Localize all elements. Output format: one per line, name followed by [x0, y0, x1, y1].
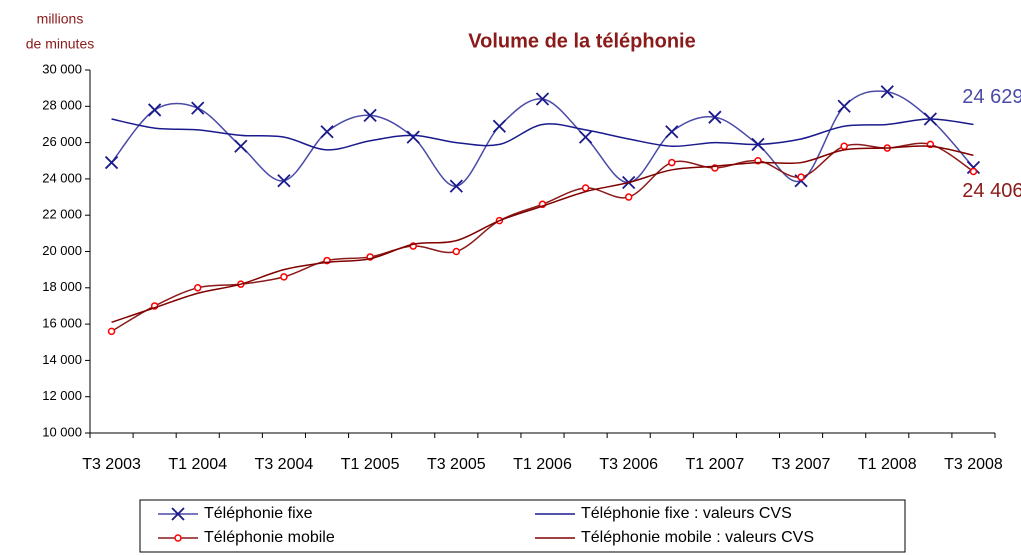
marker: [492, 119, 507, 133]
legend-label: Téléphonie mobile: [204, 529, 335, 546]
y-tick-label: 28 000: [42, 98, 82, 113]
marker: [280, 273, 288, 281]
y-tick-label: 12 000: [42, 388, 82, 403]
marker: [708, 110, 722, 124]
x-tick-label: T1 2006: [513, 456, 572, 473]
y-tick-label: 18 000: [42, 279, 82, 294]
marker: [320, 125, 334, 139]
x-tick-label: T3 2006: [599, 456, 658, 473]
marker: [449, 179, 463, 193]
y-axis-label: millions: [37, 11, 84, 27]
chart-title: Volume de la téléphonie: [468, 30, 695, 52]
y-tick-label: 22 000: [42, 207, 82, 222]
marker: [363, 108, 377, 123]
marker: [535, 92, 550, 106]
marker: [581, 184, 590, 192]
series-line: [111, 145, 974, 323]
x-tick-label: T3 2008: [944, 456, 1003, 473]
x-tick-label: T1 2007: [686, 456, 745, 473]
y-tick-label: 16 000: [42, 316, 82, 331]
marker: [578, 130, 593, 144]
y-tick-label: 20 000: [42, 243, 82, 258]
marker: [624, 193, 633, 201]
marker: [797, 173, 805, 181]
marker: [107, 327, 116, 336]
legend-box: [139, 499, 906, 553]
marker: [191, 101, 205, 115]
legend-label: Téléphonie mobile : valeurs CVS: [581, 529, 814, 546]
marker: [840, 142, 848, 150]
marker: [406, 130, 420, 144]
marker: [171, 507, 185, 521]
marker: [668, 158, 676, 167]
x-tick-label: T3 2003: [82, 456, 141, 473]
marker: [104, 155, 119, 170]
marker: [880, 85, 894, 99]
y-tick-label: 26 000: [42, 134, 82, 149]
y-tick-label: 14 000: [42, 352, 82, 367]
marker: [452, 247, 461, 256]
x-tick-label: T1 2008: [858, 456, 917, 473]
marker: [966, 160, 981, 175]
y-tick-label: 24 000: [42, 170, 82, 185]
x-tick-label: T1 2004: [168, 456, 227, 473]
marker: [277, 174, 291, 188]
series-line: [111, 118, 974, 151]
x-tick-label: T3 2005: [427, 456, 486, 473]
marker: [174, 534, 182, 542]
marker: [148, 103, 162, 117]
legend-label: Téléphonie fixe : valeurs CVS: [581, 505, 792, 522]
y-tick-label: 10 000: [42, 424, 82, 439]
marker: [665, 125, 679, 139]
data-label: 24 629: [962, 86, 1021, 108]
x-tick-label: T3 2004: [255, 456, 314, 473]
x-tick-label: T3 2007: [772, 456, 831, 473]
marker: [234, 139, 248, 153]
marker: [193, 284, 202, 292]
data-label: 24 406: [962, 180, 1021, 202]
y-tick-label: 30 000: [42, 61, 82, 76]
x-tick-label: T1 2005: [341, 456, 400, 473]
marker: [969, 167, 978, 176]
series-line: [111, 142, 974, 333]
legend-label: Téléphonie fixe: [204, 505, 313, 522]
y-axis-label: de minutes: [26, 36, 94, 52]
marker: [837, 99, 851, 113]
